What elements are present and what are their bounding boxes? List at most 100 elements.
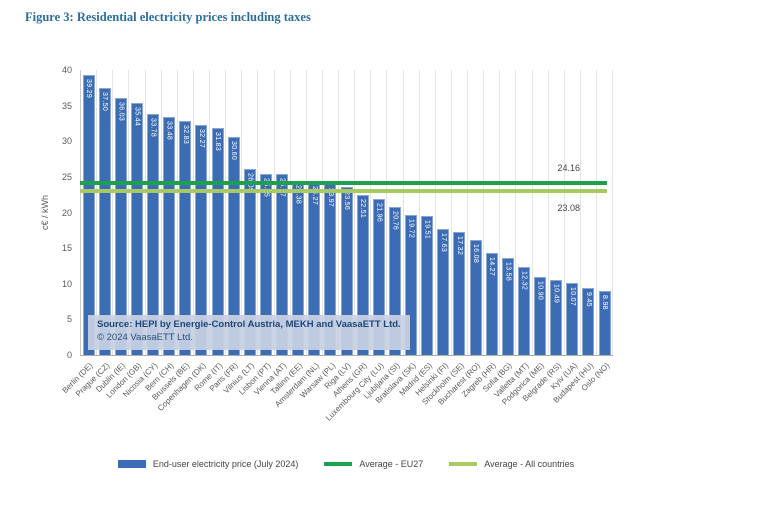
bar-value-label: 10.90	[536, 281, 544, 301]
category-slot: 13.58 Sofia (BG)	[481, 70, 517, 394]
bar: 25.45	[259, 173, 272, 355]
category-slot: 33.48 Bern (CH)	[144, 70, 178, 393]
y-tick-label: 40	[61, 65, 72, 75]
category-slot: 10.07 Kyiv (UA)	[548, 70, 581, 391]
bar: 16.08	[469, 240, 482, 355]
legend-label-average-all-countries: Average - All countries	[484, 459, 575, 469]
y-tick-label: 15	[61, 243, 72, 254]
category-slot: 19.72 Bratislava (SK)	[373, 70, 420, 405]
category-slot: 37.50 Prague (CZ)	[74, 70, 114, 398]
bar: 19.51	[421, 216, 434, 355]
bar: 12.32	[517, 267, 530, 355]
legend-item-average-all-countries: Average - All countries	[449, 459, 574, 469]
average-eu27-value-label: 24.16	[557, 162, 580, 173]
bar: 25.37	[276, 174, 289, 355]
bar-value-label: 36.03	[117, 102, 125, 122]
bar-value-label: 13.58	[504, 262, 512, 282]
category-slot: 10.90 Podgorica (ME)	[501, 70, 549, 407]
bar-value-label: 33.78	[149, 118, 157, 138]
bar-value-label: 10.07	[568, 287, 576, 307]
category-slot: 32.83 Brussels (BE)	[151, 70, 194, 402]
bar-value-label: 37.50	[101, 91, 109, 111]
bar: 10.07	[566, 283, 579, 355]
bar-value-label: 23.56	[343, 191, 351, 211]
bar: 9.45	[582, 287, 595, 355]
category-slot: 21.96 Luxembourg City (LU)	[323, 70, 388, 423]
category-slot: 22.51 Athens (GR)	[331, 70, 372, 399]
category-slot: 35.44 London (GB)	[105, 70, 146, 400]
plot-area: 39.29 Berlin (DE) 37.50 Prague (CZ) 36.03 Dub…	[61, 70, 614, 423]
y-tick-label: 0	[66, 350, 72, 360]
bar-value-label: 24.38	[294, 185, 302, 205]
bar-value-label: 9.45	[584, 291, 592, 307]
y-tick-label: 25	[61, 171, 72, 182]
copyright-line: © 2024 VaasaETT Ltd.	[97, 332, 193, 344]
category-slot: 24.38 Tallinn (EE)	[269, 70, 307, 396]
bar-value-label: 32.83	[181, 125, 189, 145]
category-slot: 10.49 Belgrade (RS)	[520, 70, 565, 403]
bar-value-label: 8.98	[601, 295, 609, 310]
legend-label-average-eu27: Average - EU27	[359, 459, 424, 469]
category-slot: 33.78 Nicosia (CY)	[121, 70, 162, 399]
bar-value-label: 23.97	[326, 188, 334, 208]
bar: 37.50	[98, 87, 111, 355]
bar: 32.83	[179, 121, 192, 355]
figure-title: Figure 3: Residential electricity prices…	[25, 10, 311, 24]
bar-value-label: 19.51	[423, 220, 431, 240]
bar-value-label: 10.49	[552, 284, 560, 304]
bar-value-label: 20.76	[391, 211, 399, 231]
average-line-all-countries	[80, 188, 607, 193]
bar-value-label: 17.32	[455, 235, 463, 255]
legend-item-price: End-user electricity price (July 2024)	[117, 459, 299, 469]
bar: 35.44	[130, 102, 143, 355]
bar-value-label: 31.83	[214, 132, 222, 152]
bar-value-label: 14.27	[488, 257, 496, 277]
bar-value-label: 19.72	[407, 218, 415, 238]
bar: 22.51	[356, 194, 369, 355]
bar: 17.32	[453, 231, 466, 355]
legend-item-average-eu27: Average - EU27	[324, 459, 423, 469]
bar: 10.49	[550, 280, 563, 355]
average-all-countries-value-label: 23.08	[557, 202, 580, 213]
category-slot: 12.32 Valletta (MT)	[492, 70, 533, 399]
source-box: Source: HEPI by Energie-Control Austria,…	[88, 315, 410, 350]
bar-value-label: 24.27	[310, 186, 318, 206]
blue-bar-swatch-icon	[117, 460, 146, 468]
category-slot: 9.45 Budapest (HU)	[551, 70, 597, 405]
bar-value-label: 12.32	[520, 271, 528, 291]
category-slot: 8.98 Oslo (NO)	[579, 70, 614, 393]
category-slot: 36.03 Dublin (IE)	[94, 70, 130, 394]
category-slot: 23.56 Riga (LV)	[323, 70, 356, 391]
category-slot: 24.27 Amsterdam (NL)	[273, 70, 323, 409]
legend-label-price: End-user electricity price (July 2024)	[152, 459, 299, 469]
bar-value-label: 16.08	[472, 244, 480, 264]
bar-value-label: 22.51	[359, 198, 367, 218]
category-slot: 14.27 Zagreb (HR)	[460, 70, 501, 399]
bar: 39.29	[82, 75, 95, 355]
category-slot: 31.83 Rome (IT)	[192, 70, 227, 393]
category-slot: 16.08 Bucharest (RO)	[436, 70, 485, 407]
y-tick-label: 30	[61, 136, 72, 147]
all-countries-line-swatch-icon	[449, 462, 478, 466]
y-tick-label: 5	[66, 314, 72, 325]
category-slot: 19.51 Madrid (ES)	[397, 70, 436, 398]
category-slot: 17.32 Stockholm (SE)	[420, 70, 468, 407]
bar-value-label: 25.45	[262, 177, 270, 197]
bar-value-label: 17.63	[439, 233, 447, 253]
bar: 14.27	[485, 253, 498, 355]
y-tick-label: 35	[61, 100, 72, 111]
bar: 36.03	[114, 98, 127, 355]
bar-value-label: 30.60	[230, 141, 238, 161]
bar-value-label: 21.96	[375, 202, 383, 222]
category-slot: 30.60 Paris (FR)	[208, 70, 243, 393]
bar-value-label: 25.37	[279, 178, 286, 197]
y-tick-label: 20	[61, 207, 72, 218]
bar: 10.90	[534, 277, 547, 355]
bar: 33.78	[147, 114, 160, 355]
category-slot: 26.09Vilnius (LT)	[222, 70, 259, 395]
y-tick-label: 10	[61, 278, 72, 289]
category-slot: 39.29 Berlin (DE)	[61, 70, 98, 395]
category-slot: 23.97 Warsaw (PL)	[298, 70, 339, 400]
source-line: Source: HEPI by Energie-Control Austria,…	[97, 319, 401, 331]
bar: 8.98	[598, 291, 611, 355]
